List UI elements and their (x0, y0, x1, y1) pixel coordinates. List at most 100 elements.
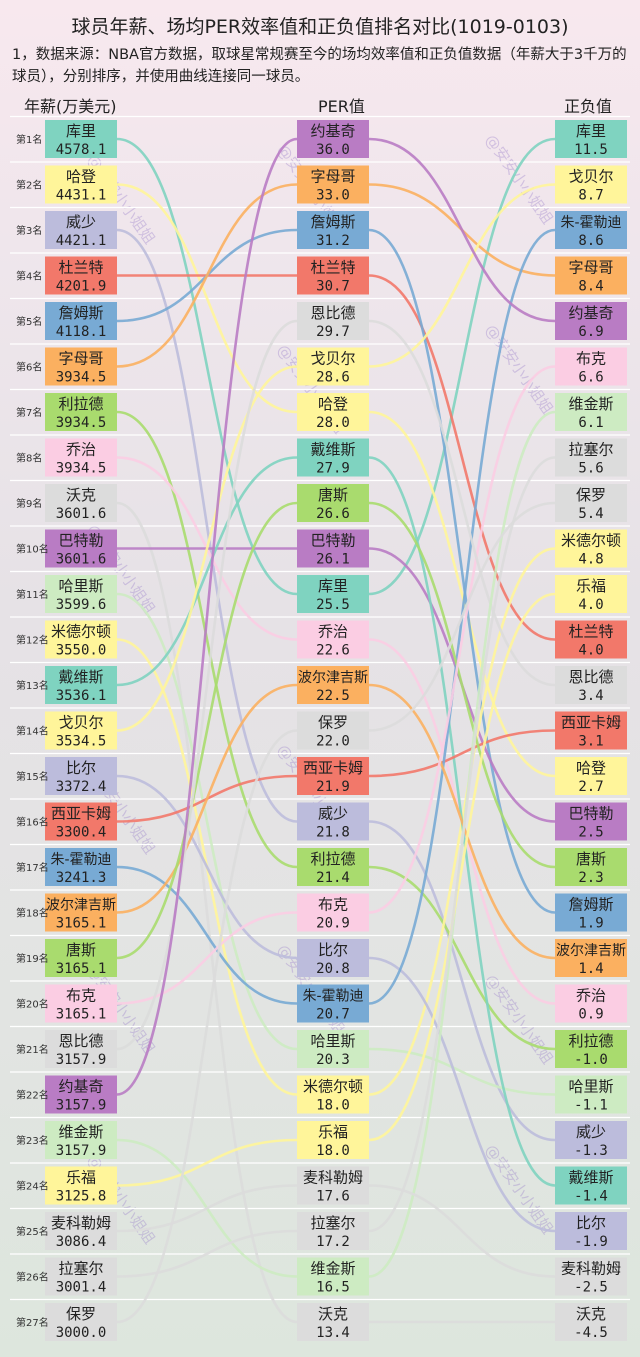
pm-box: 朱-霍勒迪 8.6 (555, 211, 627, 249)
pm-box: 米德尔顿 4.8 (555, 529, 627, 568)
player-name: 恩比德 (310, 304, 355, 322)
salary-box: 哈登 4431.1 (45, 165, 117, 204)
player-value: -2.5 (574, 1280, 608, 1296)
per-box: 布克 20.9 (297, 893, 369, 932)
pm-box: 字母哥 8.4 (555, 256, 627, 295)
player-value: 3086.4 (56, 1234, 107, 1250)
player-curve (116, 592, 556, 1096)
salary-box: 巴特勒 3601.6 (45, 529, 117, 568)
player-name: 米德尔顿 (303, 1078, 363, 1096)
per-box: 杜兰特 30.7 (297, 256, 369, 295)
per-box: 乔治 22.6 (297, 620, 369, 659)
player-value: 3300.4 (56, 825, 107, 841)
player-curve (116, 137, 556, 596)
player-value: 2.3 (578, 870, 603, 886)
box-fill (555, 302, 627, 340)
rank-label: 第1名 (16, 133, 42, 146)
pm-box: 拉塞尔 5.6 (555, 438, 627, 477)
player-name: 威少 (576, 1123, 606, 1141)
player-value: -4.5 (574, 1325, 608, 1341)
per-box: 戈贝尔 28.6 (297, 347, 369, 386)
per-box: 约基奇 36.0 (297, 120, 369, 158)
player-name: 杜兰特 (568, 623, 613, 641)
player-name: 维金斯 (310, 1260, 355, 1278)
rank-label: 第8名 (16, 452, 42, 465)
pm-box: 西亚卡姆 3.1 (555, 711, 627, 750)
box-fill (297, 984, 369, 1023)
player-value: 22.0 (316, 734, 350, 750)
salary-box: 威少 4421.1 (45, 211, 117, 249)
box-fill (297, 666, 369, 704)
box-fill (555, 120, 627, 158)
player-value: -1.9 (574, 1234, 608, 1250)
player-name: 沃克 (318, 1305, 348, 1323)
player-value: 3534.5 (56, 734, 107, 750)
pm-box: 威少 -1.3 (555, 1121, 627, 1159)
player-value: 2.7 (578, 779, 603, 795)
rank-label: 第26名 (16, 1271, 49, 1284)
player-name: 麦科勒姆 (561, 1260, 621, 1278)
player-name: 字母哥 (568, 259, 613, 277)
player-value: 3165.1 (56, 1007, 107, 1023)
pm-box: 比尔 -1.9 (555, 1212, 627, 1250)
player-name: 西亚卡姆 (303, 759, 363, 777)
player-name: 字母哥 (58, 350, 103, 368)
box-fill (45, 575, 117, 613)
player-name: 乐福 (318, 1123, 348, 1141)
pm-box: 利拉德 -1.0 (555, 1030, 627, 1068)
player-value: 3001.4 (56, 1280, 107, 1296)
player-name: 波尔津吉斯 (556, 943, 626, 959)
box-fill (297, 893, 369, 932)
per-box: 维金斯 16.5 (297, 1257, 369, 1296)
player-value: 26.6 (316, 506, 350, 522)
player-name: 米德尔顿 (561, 532, 621, 550)
player-value: 33.0 (316, 188, 350, 204)
player-value: 4.0 (578, 597, 603, 613)
box-fill (45, 1030, 117, 1068)
player-name: 朱-霍勒迪 (302, 989, 363, 1005)
player-name: 布克 (66, 987, 96, 1005)
player-value: 20.8 (316, 961, 350, 977)
player-curves (116, 137, 556, 1324)
player-name: 乐福 (66, 1169, 96, 1187)
box-fill (555, 1075, 627, 1114)
box-fill (297, 1166, 369, 1205)
player-name: 布克 (576, 350, 606, 368)
player-name: 威少 (66, 213, 96, 231)
box-fill (297, 1075, 369, 1114)
player-name: 维金斯 (568, 395, 613, 413)
player-value: 30.7 (316, 279, 350, 295)
rank-label: 第22名 (16, 1089, 49, 1102)
box-fill (297, 1303, 369, 1341)
per-box: 波尔津吉斯 22.5 (297, 666, 369, 704)
box-fill (297, 438, 369, 477)
row-bands (10, 115, 630, 1301)
rank-label: 第21名 (16, 1043, 49, 1056)
player-value: 3536.1 (56, 688, 107, 704)
player-value: 8.7 (578, 188, 603, 204)
rank-label: 第4名 (16, 270, 42, 283)
rank-label: 第3名 (16, 224, 42, 237)
box-fill (45, 757, 117, 795)
per-box: 唐斯 26.6 (297, 484, 369, 522)
box-fill (297, 620, 369, 659)
salary-box: 拉塞尔 3001.4 (45, 1257, 117, 1296)
player-value: 1.9 (578, 916, 603, 932)
player-value: 18.0 (316, 1098, 350, 1114)
rank-label: 第9名 (16, 497, 42, 510)
player-value: 6.9 (578, 324, 603, 340)
box-fill (555, 1257, 627, 1296)
box-fill (45, 393, 117, 431)
player-name: 麦科勒姆 (51, 1214, 111, 1232)
pm-box: 戈贝尔 8.7 (555, 165, 627, 204)
player-value: 4578.1 (56, 142, 107, 158)
player-value: 3934.5 (56, 461, 107, 477)
salary-box: 波尔津吉斯 3165.1 (45, 893, 117, 932)
box-fill (297, 939, 369, 977)
box-fill (555, 438, 627, 477)
player-curve (116, 501, 556, 960)
player-name: 杜兰特 (58, 259, 103, 277)
rank-label: 第14名 (16, 725, 49, 738)
pm-box: 巴特勒 2.5 (555, 802, 627, 841)
player-name: 波尔津吉斯 (298, 670, 368, 686)
